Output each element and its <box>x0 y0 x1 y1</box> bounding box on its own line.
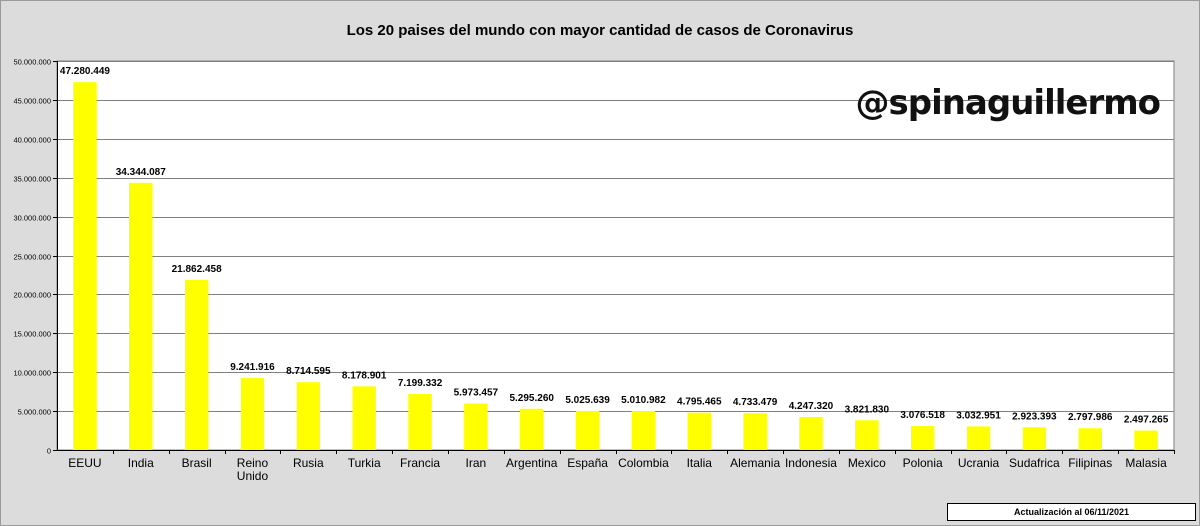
data-label: 4.795.465 <box>677 397 722 408</box>
data-label: 47.280.449 <box>60 66 110 77</box>
update-note: Actualización al 06/11/2021 <box>947 503 1196 521</box>
y-tick-label: 40.000.000 <box>13 136 51 145</box>
data-label: 3.032.951 <box>956 410 1001 421</box>
bar <box>799 416 823 450</box>
bar <box>1022 427 1047 450</box>
bar <box>743 413 767 450</box>
data-labels: 47.280.449 34.344.087 21.862.458 9.241.916 8… <box>60 66 1169 425</box>
category-label: India <box>128 456 154 470</box>
bar <box>575 410 600 450</box>
bar <box>1078 428 1102 450</box>
chart-title: Los 20 paises del mundo con mayor cantid… <box>346 22 854 39</box>
category-label: Francia <box>400 456 440 470</box>
bar <box>296 382 321 450</box>
bar <box>129 182 153 450</box>
data-label: 2.797.986 <box>1068 412 1113 423</box>
category-label: EEUU <box>68 456 101 470</box>
y-tick-label: 50.000.000 <box>13 58 51 67</box>
category-label: Malasia <box>1125 456 1167 470</box>
category-label: Iran <box>466 456 487 470</box>
bar <box>240 378 265 450</box>
category-label: Mexico <box>848 456 886 470</box>
bar <box>408 393 432 450</box>
category-label: Argentina <box>506 456 558 470</box>
bars <box>73 82 1158 450</box>
data-label: 4.733.479 <box>733 397 778 408</box>
y-axis-ticks: 0 5.000.000 10.000.000 15.000.000 20.000.000… <box>13 58 1174 456</box>
y-tick-label: 15.000.000 <box>13 330 51 339</box>
data-label: 9.241.916 <box>230 362 275 373</box>
category-label: Turkia <box>348 456 381 470</box>
bar <box>352 386 376 450</box>
bar <box>966 426 991 450</box>
y-tick-label: 5.000.000 <box>18 408 51 417</box>
data-label: 8.714.595 <box>286 366 331 377</box>
category-label: Ucrania <box>958 456 1000 470</box>
data-label: 5.025.639 <box>565 395 610 406</box>
bar <box>687 412 712 450</box>
y-tick-label: 20.000.000 <box>13 291 51 300</box>
category-label: Unido <box>237 469 269 483</box>
data-label: 3.076.518 <box>900 410 945 421</box>
data-label: 5.973.457 <box>454 388 499 399</box>
y-tick-label: 25.000.000 <box>13 253 51 262</box>
category-label: Sudafrica <box>1009 456 1060 470</box>
data-label: 21.862.458 <box>172 264 222 275</box>
bar <box>184 279 209 450</box>
data-label: 5.295.260 <box>509 393 554 404</box>
bar <box>464 403 488 450</box>
category-label: Alemania <box>730 456 780 470</box>
y-tick-label: 0 <box>47 447 51 456</box>
category-label: Italia <box>687 456 713 470</box>
data-label: 2.497.265 <box>1124 415 1169 426</box>
bar <box>519 408 544 450</box>
y-tick-label: 10.000.000 <box>13 369 51 378</box>
bar <box>73 82 97 450</box>
bar <box>1134 430 1158 450</box>
data-label: 3.821.830 <box>845 404 890 415</box>
category-label: Filipinas <box>1068 456 1112 470</box>
data-label: 34.344.087 <box>116 167 166 178</box>
data-label: 7.199.332 <box>398 378 443 389</box>
data-label: 8.178.901 <box>342 370 387 381</box>
category-label: Indonesia <box>785 456 837 470</box>
y-tick-label: 30.000.000 <box>13 214 51 223</box>
data-label: 2.923.393 <box>1012 411 1057 422</box>
category-label: Reino <box>237 456 269 470</box>
watermark-text: @spinaguillermo <box>856 83 1161 123</box>
data-label: 5.010.982 <box>621 395 666 406</box>
data-label: 4.247.320 <box>789 401 834 412</box>
bar <box>855 420 879 450</box>
bar <box>910 426 935 450</box>
category-label: Polonia <box>903 456 943 470</box>
bar <box>631 411 656 450</box>
category-label: España <box>567 456 608 470</box>
y-tick-label: 45.000.000 <box>13 97 51 106</box>
category-label: Colombia <box>618 456 669 470</box>
category-label: Rusia <box>293 456 324 470</box>
category-label: Brasil <box>182 456 212 470</box>
y-tick-label: 35.000.000 <box>13 175 51 184</box>
